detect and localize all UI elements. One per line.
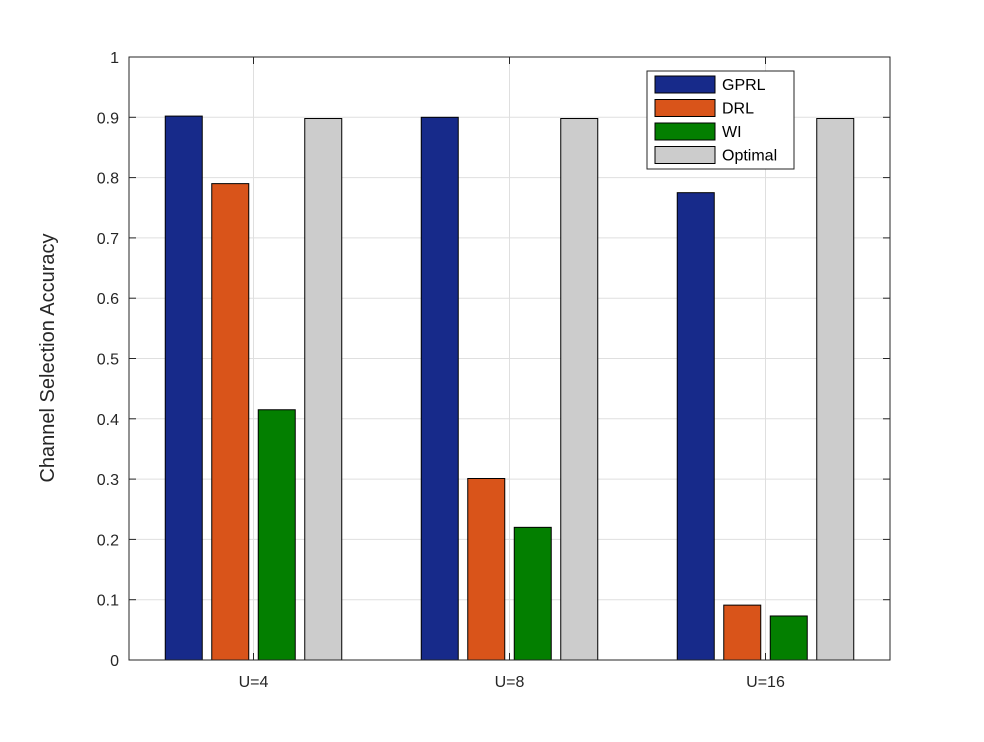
- y-tick-label: 0.5: [97, 352, 119, 369]
- bar-drl: [211, 183, 250, 661]
- y-tick-label: 0: [110, 653, 119, 670]
- y-tick-label: 0.7: [97, 231, 119, 248]
- legend-label-gprl: GPRL: [722, 77, 766, 94]
- bar-wi: [769, 615, 808, 661]
- y-tick-label: 0.1: [97, 593, 119, 610]
- y-tick-label: 1: [110, 50, 119, 67]
- bar-wi: [513, 526, 552, 661]
- legend-label-drl: DRL: [722, 101, 754, 118]
- bar-drl: [467, 477, 506, 661]
- legend: GPRL DRL WI Optimal: [646, 70, 795, 170]
- y-tick-label: 0.2: [97, 532, 119, 549]
- legend-label-optimal: Optimal: [722, 148, 777, 165]
- y-tick-label: 0.4: [97, 412, 119, 429]
- bar-gprl: [164, 115, 203, 661]
- bar-optimal: [560, 118, 599, 661]
- y-tick-label: 0.3: [97, 472, 119, 489]
- bars-layer: [164, 115, 855, 661]
- bar-gprl: [420, 116, 459, 661]
- legend-swatch-wi: [654, 122, 716, 141]
- legend-swatch-optimal: [654, 146, 716, 164]
- x-tick-label: U=16: [746, 674, 785, 691]
- x-tick-label: U=8: [495, 674, 525, 691]
- x-tick-label: U=4: [239, 674, 269, 691]
- ticks-layer: 0 0.1 0.2 0.3 0.4 0.5 0.6 0.7 0.8 0.9 1 U=4 U=8 U=16: [97, 50, 890, 691]
- y-tick-label: 0.6: [97, 291, 119, 308]
- grid-layer: [129, 57, 890, 660]
- y-axis-label: Channel Selection Accuracy: [37, 233, 59, 482]
- bar-wi: [257, 409, 296, 661]
- bar-optimal: [816, 118, 855, 661]
- bar-drl: [723, 604, 762, 661]
- legend-label-wi: WI: [722, 124, 742, 141]
- bar-optimal: [304, 118, 343, 661]
- y-tick-label: 0.8: [97, 171, 119, 188]
- bar-gprl: [676, 192, 715, 661]
- legend-swatch-drl: [654, 99, 716, 117]
- legend-swatch-gprl: [654, 75, 716, 94]
- y-tick-label: 0.9: [97, 110, 119, 127]
